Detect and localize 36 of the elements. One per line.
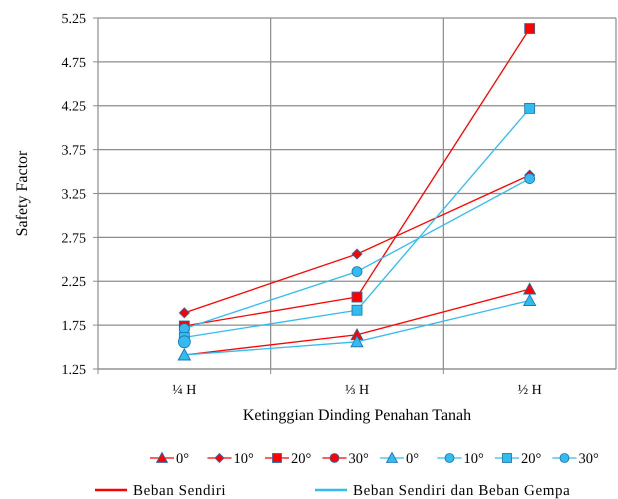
legend-label: 0° [176,451,190,467]
x-tick-label: ⅓ H [344,383,370,398]
y-tick-label: 5.25 [62,12,86,27]
legend-label: 0° [406,451,420,467]
point [524,23,536,34]
text: Beban Sendiri dan Beban Gempa [353,483,570,499]
legend-label: 10° [464,451,484,467]
legend-label: 30° [578,451,599,467]
y-tick-label: 1.25 [62,362,86,378]
point [178,307,190,318]
x-tick-label: ½ H [518,383,542,398]
legend-label: 30° [348,451,369,467]
y-tick-label: 3.75 [62,144,86,159]
y-tick-label: 2.75 [62,231,86,246]
y-tick-label: 1.75 [62,319,86,334]
point [352,292,362,302]
x-axis-title: Ketinggian Dinding Penahan Tanah [242,407,472,424]
point [352,304,362,316]
y-tick-label: 2.25 [62,275,86,290]
x-tick-label: ¼ H [172,383,196,398]
point [352,248,362,260]
legend-label: 10° [234,451,254,467]
point [523,294,536,306]
point [178,335,191,348]
point [352,266,362,277]
y-tick-label: 3.25 [62,187,86,202]
legend-label: 20° [291,451,312,467]
y-tick-label: 4.25 [62,100,86,115]
y-axis-title: Safety Factor [14,150,31,236]
point [350,335,364,348]
y-tick-label: 4.75 [62,56,86,71]
point [523,282,536,295]
point [524,173,536,184]
text: Beban Sendiri [133,483,226,499]
point [524,102,536,114]
legend-label: 20° [521,451,542,467]
